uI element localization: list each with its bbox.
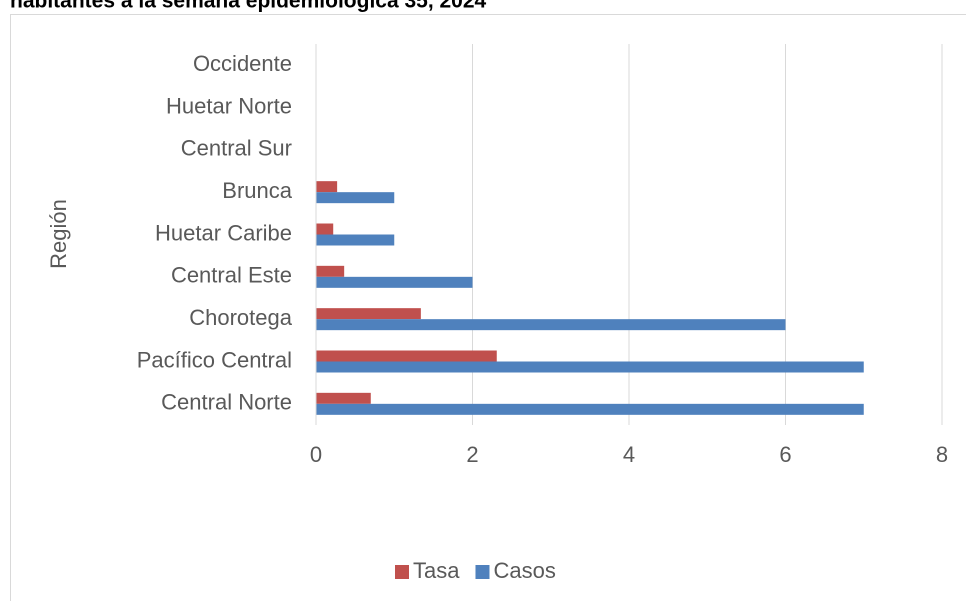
y-axis-label: Región (46, 199, 71, 269)
y-tick-label: Pacífico Central (137, 347, 292, 372)
bar (316, 403, 864, 415)
x-tick-label: 8 (936, 442, 948, 467)
bar (316, 392, 371, 404)
bar (316, 319, 786, 331)
bar (316, 181, 338, 193)
x-tick-label: 0 (310, 442, 322, 467)
chart-title: habitantes a la semana epidemiológica 35… (10, 0, 487, 13)
x-tick-label: 6 (779, 442, 791, 467)
y-tick-label: Central Norte (161, 390, 292, 415)
y-tick-label: Occidente (193, 51, 292, 76)
legend-label: Casos (493, 558, 555, 583)
bar (316, 308, 421, 320)
x-tick-label: 4 (623, 442, 635, 467)
bar (316, 361, 864, 373)
bar (316, 234, 395, 246)
y-tick-label: Brunca (222, 178, 292, 203)
legend-label: Tasa (413, 558, 460, 583)
bar (316, 192, 395, 204)
y-tick-label: Huetar Norte (166, 93, 292, 118)
y-tick-label: Huetar Caribe (155, 220, 292, 245)
bar (316, 350, 497, 362)
y-tick-label: Central Este (171, 263, 292, 288)
bar (316, 276, 473, 288)
chart-frame (10, 14, 966, 601)
y-tick-label: Central Sur (181, 136, 292, 161)
bar (316, 223, 334, 235)
bar (316, 265, 345, 277)
x-tick-label: 2 (466, 442, 478, 467)
y-tick-label: Chorotega (189, 305, 293, 330)
legend-swatch (395, 565, 409, 579)
legend-swatch (475, 565, 490, 579)
